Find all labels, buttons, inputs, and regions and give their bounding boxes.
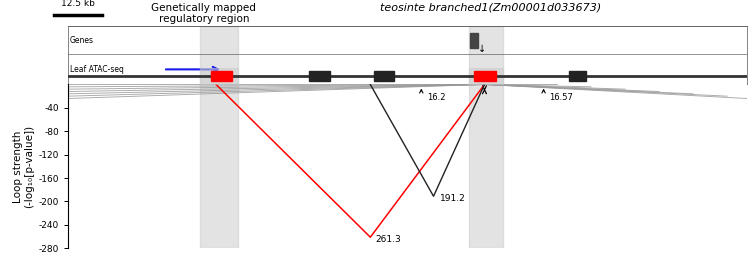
Text: 12.5 kb: 12.5 kb xyxy=(61,0,95,8)
Bar xyxy=(470,33,479,48)
Text: 191.2: 191.2 xyxy=(439,195,465,204)
Bar xyxy=(310,72,329,81)
Text: 16.2: 16.2 xyxy=(427,93,445,102)
Bar xyxy=(469,26,503,84)
Bar xyxy=(469,68,503,85)
Text: Genetically mapped
regulatory region: Genetically mapped regulatory region xyxy=(152,3,256,24)
Text: teosinte branched1(Zm00001d033673): teosinte branched1(Zm00001d033673) xyxy=(380,3,602,13)
Bar xyxy=(211,72,233,81)
Y-axis label: Loop strength
(-log₁₀[p-value]): Loop strength (-log₁₀[p-value]) xyxy=(13,125,34,208)
Text: 16.57: 16.57 xyxy=(549,93,573,102)
Bar xyxy=(200,68,238,85)
Bar xyxy=(200,26,238,84)
Text: Genes: Genes xyxy=(70,36,94,45)
Bar xyxy=(474,72,496,81)
Text: Leaf ATAC-seq: Leaf ATAC-seq xyxy=(70,65,124,74)
Bar xyxy=(569,72,587,81)
Bar xyxy=(374,72,394,81)
Text: 261.3: 261.3 xyxy=(376,235,402,244)
Text: ↓: ↓ xyxy=(478,44,485,54)
Bar xyxy=(469,84,503,248)
Bar xyxy=(200,84,238,248)
